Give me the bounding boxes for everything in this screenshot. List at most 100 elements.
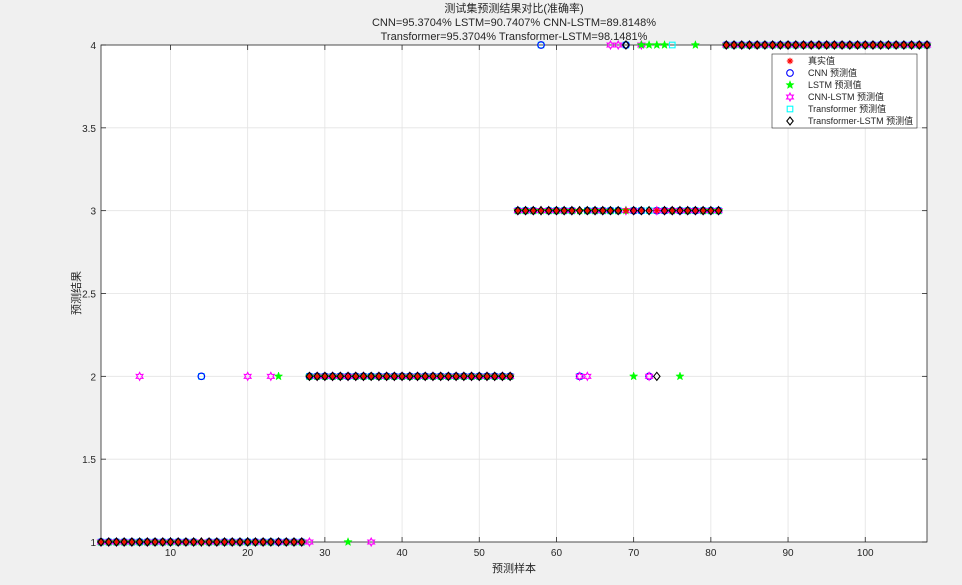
data-point bbox=[429, 371, 437, 382]
y-tick-label: 1.5 bbox=[82, 455, 96, 466]
data-point bbox=[491, 373, 498, 380]
data-point bbox=[174, 538, 182, 546]
data-point bbox=[606, 205, 615, 216]
chart-title-line-2: CNN=95.3704% LSTM=90.7407% CNN-LSTM=89.8… bbox=[372, 17, 656, 29]
legend-marker bbox=[785, 91, 795, 103]
data-point bbox=[730, 40, 738, 50]
x-tick-label: 90 bbox=[782, 548, 794, 559]
data-point bbox=[290, 538, 298, 546]
legend-box bbox=[771, 53, 918, 129]
data-point bbox=[483, 373, 491, 380]
data-point bbox=[243, 537, 252, 547]
data-point bbox=[660, 205, 669, 216]
data-point bbox=[266, 537, 275, 547]
y-axis-label: 预测结果 bbox=[70, 271, 83, 315]
data-point bbox=[344, 371, 352, 382]
data-point bbox=[869, 40, 877, 50]
data-point bbox=[174, 537, 183, 547]
data-point bbox=[636, 39, 647, 50]
data-point bbox=[104, 537, 113, 547]
data-point bbox=[699, 207, 707, 214]
data-point bbox=[521, 205, 530, 216]
data-point bbox=[529, 205, 538, 216]
data-point bbox=[629, 205, 638, 216]
data-point bbox=[244, 538, 251, 546]
data-point bbox=[606, 39, 615, 51]
data-point bbox=[723, 41, 730, 49]
data-point bbox=[506, 373, 514, 380]
data-point bbox=[313, 371, 322, 382]
data-point bbox=[352, 373, 359, 380]
data-point bbox=[444, 371, 453, 382]
y-tick-label: 2.5 bbox=[82, 290, 96, 301]
series-5 bbox=[97, 40, 931, 547]
data-point bbox=[568, 207, 576, 214]
data-point bbox=[158, 537, 167, 547]
data-point bbox=[252, 538, 259, 546]
data-point bbox=[869, 41, 877, 49]
data-point bbox=[467, 371, 476, 382]
data-point bbox=[668, 205, 677, 216]
data-point bbox=[576, 207, 583, 214]
data-point bbox=[290, 537, 298, 547]
data-point bbox=[923, 40, 931, 50]
data-point bbox=[598, 205, 607, 216]
data-point bbox=[715, 207, 722, 214]
data-point bbox=[644, 39, 654, 50]
data-point bbox=[135, 371, 145, 382]
data-point bbox=[553, 207, 560, 214]
data-point bbox=[273, 371, 284, 381]
data-point bbox=[136, 538, 143, 546]
data-point bbox=[738, 41, 745, 49]
data-point bbox=[599, 207, 606, 214]
legend-label-lstm: LSTM 预测值 bbox=[808, 79, 862, 90]
data-point bbox=[197, 372, 206, 381]
data-point bbox=[668, 41, 676, 49]
data-point bbox=[329, 373, 336, 380]
data-point bbox=[490, 371, 499, 382]
data-point bbox=[661, 207, 668, 214]
data-point bbox=[359, 371, 368, 382]
data-point bbox=[120, 537, 129, 547]
data-point bbox=[97, 537, 105, 547]
data-point bbox=[251, 537, 260, 547]
data-point bbox=[791, 40, 800, 50]
data-point bbox=[189, 537, 198, 547]
y-tick-label: 3.5 bbox=[82, 124, 96, 135]
data-point bbox=[653, 207, 661, 214]
data-point bbox=[853, 40, 862, 50]
data-point bbox=[714, 205, 723, 216]
data-point bbox=[383, 373, 390, 380]
data-point bbox=[645, 207, 653, 214]
data-point bbox=[298, 538, 305, 546]
data-point bbox=[831, 41, 838, 49]
data-point bbox=[761, 41, 769, 49]
data-point bbox=[212, 537, 221, 547]
legend-marker bbox=[786, 116, 794, 126]
data-point bbox=[475, 371, 484, 382]
data-point bbox=[684, 207, 691, 214]
data-point bbox=[690, 39, 701, 50]
data-point bbox=[220, 537, 229, 547]
data-point bbox=[908, 41, 915, 49]
data-point bbox=[900, 41, 908, 49]
data-point bbox=[127, 537, 136, 547]
chart-title-line-1: 测试集预测结果对比(准确率) bbox=[444, 1, 583, 15]
data-point bbox=[190, 538, 197, 546]
data-point bbox=[669, 207, 676, 214]
data-point bbox=[784, 40, 792, 50]
data-point bbox=[753, 40, 762, 50]
data-point bbox=[320, 371, 329, 382]
data-point bbox=[413, 371, 422, 382]
data-point bbox=[607, 207, 614, 214]
data-point bbox=[182, 538, 190, 546]
data-point bbox=[305, 371, 314, 382]
data-point bbox=[652, 371, 661, 382]
data-point bbox=[892, 41, 900, 49]
data-point bbox=[405, 371, 414, 382]
data-point bbox=[915, 40, 924, 50]
data-point bbox=[659, 39, 670, 50]
data-point bbox=[683, 205, 692, 216]
data-point bbox=[151, 538, 159, 546]
data-point bbox=[367, 371, 376, 382]
